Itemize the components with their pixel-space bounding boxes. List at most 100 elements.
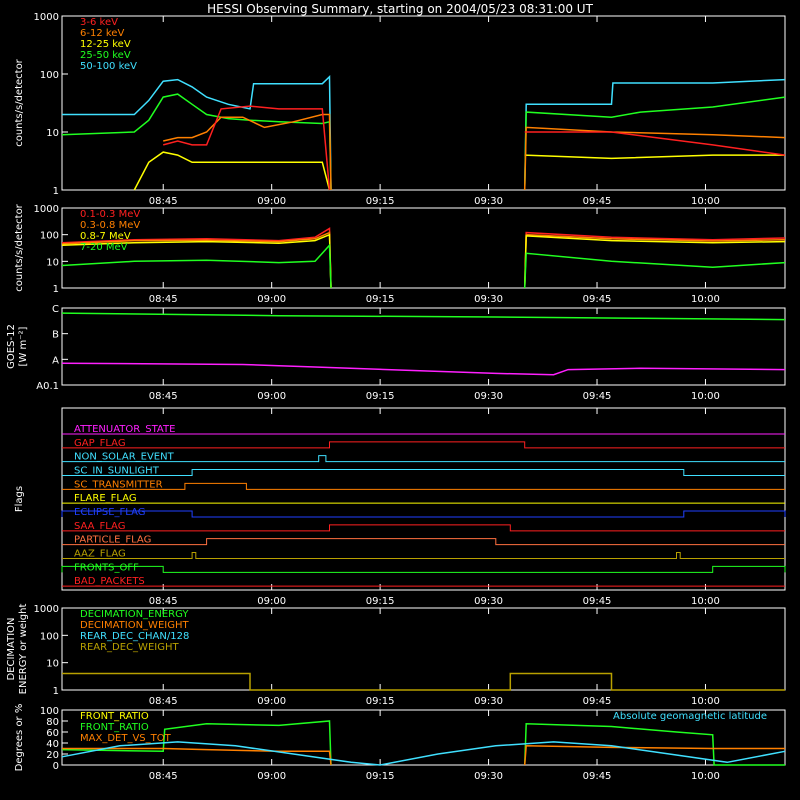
legend-entry: 0.1-0.3 MeV <box>80 209 140 220</box>
y-axis-label: counts/s/detector <box>14 58 25 146</box>
x-tick-label: 10:00 <box>691 294 720 305</box>
x-tick-label: 09:00 <box>257 696 286 707</box>
x-tick-label: 09:45 <box>583 391 612 402</box>
flag-line-sc-in-sunlight <box>62 470 785 476</box>
y-tick-label: 60 <box>46 728 59 739</box>
y-tick-label: 1000 <box>34 204 59 215</box>
x-tick-label: 10:00 <box>691 696 720 707</box>
y-tick-label: 1000 <box>34 604 59 615</box>
y-tick-label: 100 <box>40 631 59 642</box>
flag-label: ATTENUATOR_STATE <box>74 424 175 435</box>
panel-hi <box>62 208 785 288</box>
legend-entry: 3-6 keV <box>80 17 118 28</box>
y-tick-label: 10 <box>46 659 59 670</box>
flag-line-sc-transmitter <box>62 483 785 489</box>
legend-entry: 25-50 keV <box>80 50 131 61</box>
legend-entry: REAR_DEC_CHAN/128 <box>80 631 189 642</box>
legend-entry: 50-100 keV <box>80 61 137 72</box>
x-tick-label: 09:15 <box>366 196 395 207</box>
y-tick-label: 80 <box>46 717 59 728</box>
panel-flags <box>62 408 785 590</box>
x-tick-label: 09:30 <box>474 596 503 607</box>
x-tick-label: 09:45 <box>583 294 612 305</box>
y-tick-label: 10 <box>46 128 59 139</box>
series-line <box>525 236 785 288</box>
plot-frame <box>62 408 785 590</box>
y-axis-label: GOES-12 <box>6 324 17 369</box>
y-tick-label: 1 <box>53 284 59 295</box>
flag-label: ECLIPSE_FLAG <box>74 507 145 518</box>
legend-entry: REAR_DEC_WEIGHT <box>80 642 179 653</box>
x-tick-label: 10:00 <box>691 771 720 782</box>
y-tick-label: 1 <box>53 186 59 197</box>
x-tick-label: 10:00 <box>691 196 720 207</box>
x-tick-label: 09:45 <box>583 196 612 207</box>
x-tick-label: 09:30 <box>474 196 503 207</box>
series-line <box>525 746 785 765</box>
x-tick-label: 08:45 <box>149 294 178 305</box>
y-axis-label-2: [W m⁻²] <box>18 326 29 366</box>
x-tick-label: 10:00 <box>691 391 720 402</box>
series-line <box>62 363 785 375</box>
y-tick-label: 10 <box>46 257 59 268</box>
observing-summary-figure: HESSI Observing Summary, starting on 200… <box>0 0 800 800</box>
y-tick-label: A0.1 <box>36 381 59 392</box>
y-tick-label: 100 <box>40 70 59 81</box>
flag-label: SAA_FLAG <box>74 521 125 532</box>
x-tick-label: 08:45 <box>149 196 178 207</box>
x-tick-label: 09:45 <box>583 771 612 782</box>
y-tick-label: 1 <box>53 686 59 697</box>
legend-entry: DECIMATION_ENERGY <box>80 609 189 620</box>
series-line <box>62 313 785 320</box>
legend-entry: DECIMATION_WEIGHT <box>80 620 189 631</box>
x-tick-label: 09:15 <box>366 391 395 402</box>
flag-line-fronts-off <box>62 566 785 572</box>
y-tick-label: 40 <box>46 739 59 750</box>
x-tick-label: 09:45 <box>583 696 612 707</box>
flag-line-saa-flag <box>62 525 785 531</box>
flag-line-eclipse-flag <box>62 511 785 517</box>
legend-entry: FRONT_RATIO <box>80 711 149 722</box>
series-line <box>525 155 785 158</box>
legend-entry: MAX_DET_VS_TOT <box>80 733 172 744</box>
y-tick-label: 100 <box>40 231 59 242</box>
x-tick-label: 09:15 <box>366 696 395 707</box>
y-axis-label-2: ENERGY or weight <box>18 604 29 695</box>
panel-lo <box>62 16 785 190</box>
x-tick-label: 09:00 <box>257 196 286 207</box>
y-tick-label: C <box>52 304 59 315</box>
legend-entry: 0.8-7 MeV <box>80 231 131 242</box>
flag-label: FRONTS_OFF <box>74 562 139 573</box>
y-tick-label: 100 <box>40 706 59 717</box>
x-tick-label: 09:30 <box>474 771 503 782</box>
series-line <box>525 253 785 288</box>
series-line <box>62 742 785 765</box>
legend-entry: 6-12 keV <box>80 28 124 39</box>
y-tick-label: 1000 <box>34 12 59 23</box>
y-axis-label: DECIMATION <box>6 617 17 680</box>
x-tick-label: 09:15 <box>366 596 395 607</box>
panel-goes <box>62 308 785 385</box>
y-tick-label: B <box>52 330 59 341</box>
x-tick-label: 08:45 <box>149 596 178 607</box>
flag-line-aaz-flag <box>62 553 785 559</box>
x-tick-label: 09:30 <box>474 294 503 305</box>
flag-label: PARTICLE_FLAG <box>74 535 151 546</box>
flag-label: SC_IN_SUNLIGHT <box>74 466 160 477</box>
x-tick-label: 08:45 <box>149 696 178 707</box>
figure-title: HESSI Observing Summary, starting on 200… <box>207 2 593 16</box>
x-tick-label: 09:00 <box>257 771 286 782</box>
x-tick-label: 08:45 <box>149 771 178 782</box>
legend-entry: 7-20 MeV <box>80 242 128 253</box>
plot-frame <box>62 16 785 190</box>
series-line <box>525 97 785 190</box>
x-tick-label: 09:30 <box>474 391 503 402</box>
flag-line-gap-flag <box>62 442 785 448</box>
x-tick-label: 08:45 <box>149 391 178 402</box>
x-tick-label: 09:30 <box>474 696 503 707</box>
y-tick-label: 20 <box>46 750 59 761</box>
flag-label: AAZ_FLAG <box>74 549 126 560</box>
x-tick-label: 09:00 <box>257 391 286 402</box>
x-tick-label: 09:00 <box>257 596 286 607</box>
legend-entry: 0.3-0.8 MeV <box>80 220 140 231</box>
